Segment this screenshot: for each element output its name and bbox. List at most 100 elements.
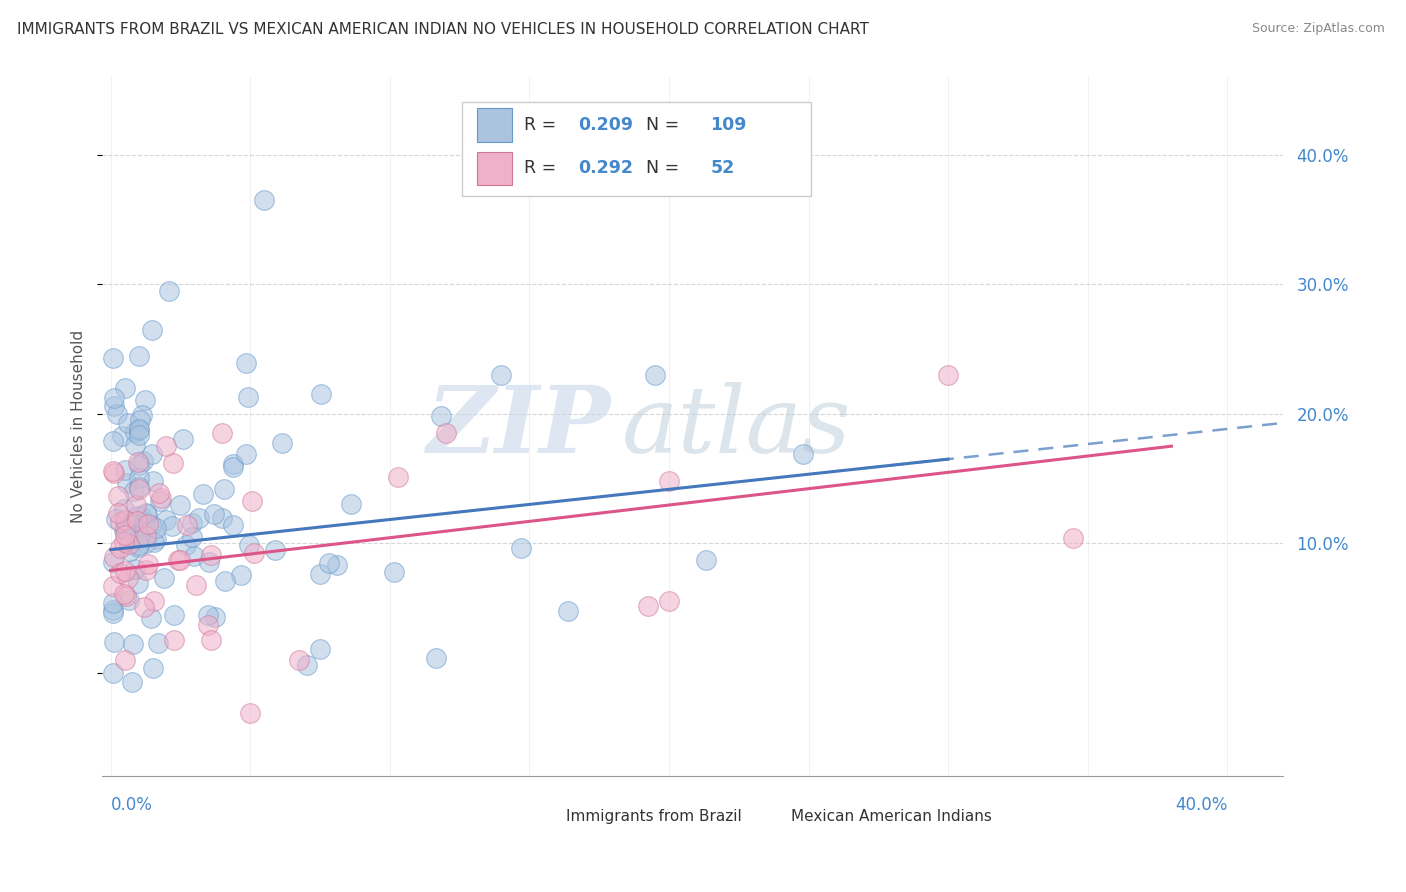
- Point: [183, 549, 205, 563]
- Point: [167, 552, 190, 566]
- Point: [107, 506, 129, 520]
- Text: IMMIGRANTS FROM BRAZIL VS MEXICAN AMERICAN INDIAN NO VEHICLES IN HOUSEHOLD CORRE: IMMIGRANTS FROM BRAZIL VS MEXICAN AMERIC…: [17, 22, 869, 37]
- Y-axis label: No Vehicles in Household: No Vehicles in Household: [72, 330, 86, 524]
- Point: [103, 606, 125, 620]
- Point: [135, 535, 157, 549]
- Text: 109: 109: [710, 116, 747, 134]
- Point: [326, 558, 349, 572]
- Point: [340, 497, 363, 511]
- Point: [792, 447, 814, 461]
- Point: [163, 608, 186, 623]
- Point: [240, 493, 263, 508]
- Point: [134, 518, 156, 533]
- Point: [235, 447, 257, 461]
- Point: [229, 567, 252, 582]
- Point: [136, 516, 159, 531]
- Point: [125, 514, 148, 528]
- Point: [128, 480, 150, 494]
- Point: [172, 432, 194, 446]
- Point: [184, 577, 207, 591]
- Point: [142, 475, 165, 489]
- Point: [105, 407, 128, 421]
- Point: [112, 587, 135, 601]
- Point: [105, 511, 128, 525]
- Point: [122, 637, 145, 651]
- Point: [139, 518, 162, 533]
- Point: [117, 571, 139, 585]
- Point: [434, 426, 457, 441]
- Point: [121, 675, 143, 690]
- Point: [114, 462, 136, 476]
- Point: [308, 566, 330, 581]
- Point: [222, 457, 245, 471]
- Point: [128, 538, 150, 552]
- Point: [157, 284, 180, 298]
- Point: [128, 413, 150, 427]
- Point: [110, 566, 132, 580]
- Point: [107, 489, 129, 503]
- Point: [253, 194, 276, 208]
- Point: [139, 610, 162, 624]
- Text: R =: R =: [524, 116, 561, 134]
- Point: [197, 608, 219, 623]
- Point: [297, 658, 319, 673]
- Point: [152, 571, 174, 585]
- Text: 0.0%: 0.0%: [111, 796, 152, 814]
- Point: [187, 510, 209, 524]
- Point: [264, 542, 287, 557]
- Point: [288, 653, 311, 667]
- Point: [112, 502, 135, 516]
- Point: [155, 513, 177, 527]
- Point: [103, 665, 125, 680]
- Point: [103, 464, 125, 478]
- Text: 0.292: 0.292: [578, 160, 633, 178]
- Text: 0.209: 0.209: [578, 116, 633, 134]
- Point: [491, 368, 513, 382]
- Point: [197, 555, 219, 569]
- Point: [103, 579, 125, 593]
- Point: [103, 434, 125, 448]
- Point: [212, 482, 235, 496]
- Point: [145, 533, 167, 547]
- Point: [135, 507, 157, 521]
- Point: [430, 409, 453, 423]
- Point: [163, 632, 186, 647]
- Text: 52: 52: [710, 160, 734, 178]
- Point: [238, 390, 260, 404]
- Point: [128, 530, 150, 544]
- Point: [143, 535, 166, 549]
- Text: 40.0%: 40.0%: [1175, 796, 1227, 814]
- Point: [115, 475, 138, 490]
- Point: [141, 448, 163, 462]
- Point: [114, 528, 136, 542]
- Point: [211, 511, 233, 525]
- Point: [103, 391, 125, 405]
- Point: [425, 650, 447, 665]
- Point: [200, 548, 222, 562]
- Text: N =: N =: [634, 160, 685, 178]
- Point: [127, 541, 149, 555]
- Point: [103, 400, 125, 414]
- Point: [1062, 531, 1084, 545]
- Point: [134, 393, 156, 408]
- Point: [142, 661, 165, 675]
- Point: [658, 594, 681, 608]
- Point: [127, 455, 149, 469]
- Point: [309, 642, 332, 657]
- Point: [637, 599, 659, 613]
- FancyBboxPatch shape: [477, 152, 512, 185]
- Point: [112, 523, 135, 537]
- Point: [135, 529, 157, 543]
- Point: [162, 456, 184, 470]
- Point: [146, 635, 169, 649]
- Point: [128, 423, 150, 437]
- Point: [112, 535, 135, 549]
- Point: [103, 550, 125, 565]
- Text: Source: ZipAtlas.com: Source: ZipAtlas.com: [1251, 22, 1385, 36]
- Point: [150, 491, 173, 505]
- Point: [148, 486, 170, 500]
- Point: [114, 653, 136, 667]
- Point: [114, 381, 136, 395]
- Point: [214, 574, 236, 588]
- Point: [510, 541, 533, 556]
